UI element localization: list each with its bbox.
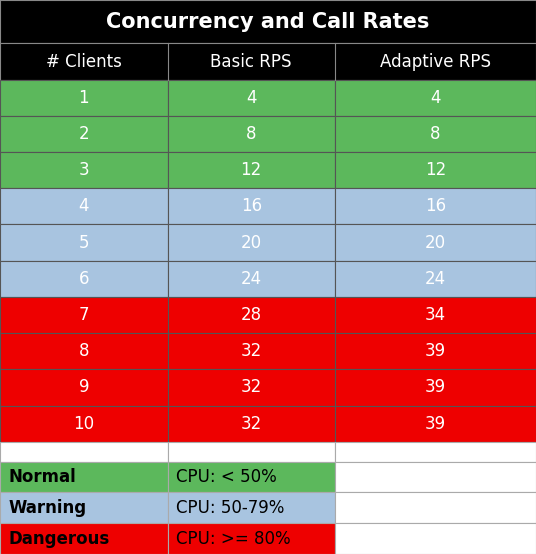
Bar: [167, 493, 335, 523]
Text: 12: 12: [425, 161, 446, 179]
Text: Warning: Warning: [9, 499, 86, 517]
Text: 3: 3: [78, 161, 89, 179]
Text: 10: 10: [73, 414, 94, 433]
Text: 8: 8: [78, 342, 89, 360]
Bar: [0, 442, 167, 461]
Bar: [335, 261, 536, 297]
Text: 9: 9: [78, 378, 89, 397]
Bar: [0, 523, 167, 554]
Text: 39: 39: [425, 414, 446, 433]
Text: # Clients: # Clients: [46, 53, 122, 70]
Bar: [167, 224, 335, 261]
Bar: [335, 406, 536, 442]
Text: 16: 16: [241, 197, 262, 216]
Bar: [167, 152, 335, 188]
Bar: [167, 188, 335, 224]
Bar: [0, 297, 167, 333]
Bar: [0, 43, 536, 80]
Bar: [167, 116, 335, 152]
Text: 39: 39: [425, 342, 446, 360]
Text: 4: 4: [430, 89, 441, 107]
Bar: [335, 297, 536, 333]
Bar: [167, 523, 335, 554]
Text: 4: 4: [78, 197, 89, 216]
Bar: [0, 224, 167, 261]
Text: 32: 32: [241, 414, 262, 433]
Text: CPU: >= 80%: CPU: >= 80%: [176, 530, 291, 547]
Bar: [167, 333, 335, 370]
Text: CPU: < 50%: CPU: < 50%: [176, 468, 277, 486]
Text: 24: 24: [241, 270, 262, 288]
Bar: [0, 152, 167, 188]
Bar: [335, 152, 536, 188]
Text: 20: 20: [425, 234, 446, 252]
Bar: [0, 333, 167, 370]
Text: 8: 8: [430, 125, 441, 143]
Text: 6: 6: [78, 270, 89, 288]
Text: 24: 24: [425, 270, 446, 288]
Bar: [335, 333, 536, 370]
Text: 1: 1: [78, 89, 89, 107]
Text: Adaptive RPS: Adaptive RPS: [380, 53, 491, 70]
Bar: [0, 0, 536, 43]
Bar: [335, 80, 536, 116]
Bar: [167, 442, 335, 461]
Text: 16: 16: [425, 197, 446, 216]
Bar: [335, 188, 536, 224]
Bar: [335, 523, 536, 554]
Bar: [0, 370, 167, 406]
Text: Concurrency and Call Rates: Concurrency and Call Rates: [106, 12, 430, 32]
Text: 32: 32: [241, 378, 262, 397]
Bar: [167, 297, 335, 333]
Text: 4: 4: [246, 89, 257, 107]
Bar: [335, 493, 536, 523]
Bar: [167, 370, 335, 406]
Bar: [335, 116, 536, 152]
Bar: [0, 80, 167, 116]
Text: 7: 7: [78, 306, 89, 324]
Bar: [0, 406, 167, 442]
Bar: [335, 442, 536, 461]
Text: 32: 32: [241, 342, 262, 360]
Text: Normal: Normal: [9, 468, 76, 486]
Text: 12: 12: [241, 161, 262, 179]
Text: 20: 20: [241, 234, 262, 252]
Bar: [167, 461, 335, 493]
Bar: [0, 261, 167, 297]
Bar: [167, 261, 335, 297]
Bar: [167, 406, 335, 442]
Bar: [167, 80, 335, 116]
Text: 2: 2: [78, 125, 89, 143]
Text: 34: 34: [425, 306, 446, 324]
Text: Dangerous: Dangerous: [9, 530, 110, 547]
Bar: [0, 461, 167, 493]
Text: 39: 39: [425, 378, 446, 397]
Text: 8: 8: [246, 125, 257, 143]
Text: 28: 28: [241, 306, 262, 324]
Bar: [335, 370, 536, 406]
Bar: [0, 493, 167, 523]
Text: 5: 5: [78, 234, 89, 252]
Text: Basic RPS: Basic RPS: [211, 53, 292, 70]
Bar: [0, 116, 167, 152]
Bar: [335, 461, 536, 493]
Text: CPU: 50-79%: CPU: 50-79%: [176, 499, 284, 517]
Bar: [0, 188, 167, 224]
Bar: [335, 224, 536, 261]
